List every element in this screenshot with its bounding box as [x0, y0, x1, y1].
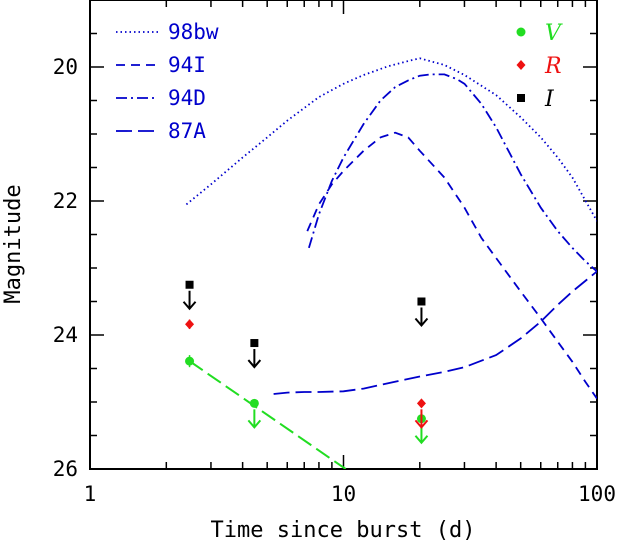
- x-tick-label: 10: [331, 482, 356, 506]
- legend-marker-V: [516, 27, 526, 37]
- series-line-98bw: [185, 57, 597, 222]
- legend-marker-I: [517, 94, 525, 102]
- obs-R-limit-arrowhead: [414, 419, 429, 429]
- series-line-87A: [273, 270, 597, 395]
- obs-V-limit-arrowhead: [247, 419, 262, 429]
- obs-R-point: [416, 398, 426, 409]
- legend-label-87A: 87A: [168, 119, 206, 143]
- x-tick-label: 100: [578, 482, 616, 506]
- obs-V-point: [249, 398, 259, 408]
- legend-label-98bw: 98bw: [168, 20, 219, 44]
- obs-V-limit-arrowhead: [414, 435, 429, 445]
- obs-V-point: [185, 356, 195, 366]
- v-band-fit-line: [188, 360, 347, 469]
- series-line-94I: [306, 131, 597, 400]
- legend-label-94I: 94I: [168, 53, 206, 77]
- x-tick-label: 1: [84, 482, 97, 506]
- obs-I-limit-arrowhead: [247, 359, 262, 369]
- y-tick-label: 26: [53, 457, 78, 481]
- obs-I-point: [250, 339, 259, 348]
- legend-band-I: I: [544, 87, 555, 112]
- y-axis-title: Magnitude: [1, 184, 26, 303]
- obs-I-limit-arrowhead: [414, 317, 429, 328]
- legend-label-94D: 94D: [168, 86, 206, 110]
- obs-R-point: [185, 319, 195, 330]
- legend-band-V: V: [545, 21, 563, 46]
- obs-I-point: [417, 297, 426, 306]
- legend-band-R: R: [544, 54, 562, 79]
- obs-I-limit-arrowhead: [182, 301, 197, 311]
- obs-I-point: [185, 280, 194, 289]
- y-tick-label: 20: [53, 55, 78, 79]
- plot-frame: [89, 0, 598, 470]
- y-tick-label: 22: [53, 189, 78, 213]
- y-tick-label: 24: [53, 323, 78, 347]
- x-axis-title: Time since burst (d): [211, 518, 476, 543]
- series-line-94D: [308, 73, 597, 273]
- legend-marker-R: [516, 60, 526, 70]
